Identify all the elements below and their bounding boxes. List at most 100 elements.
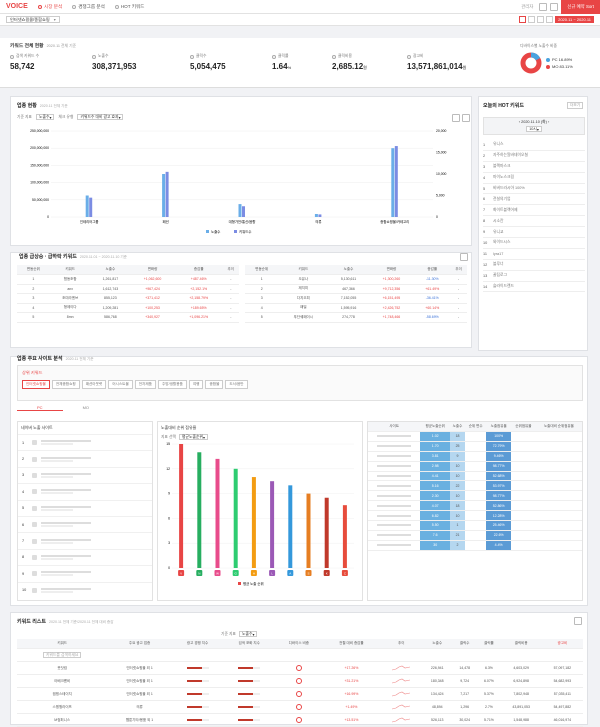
cell: 14,478 xyxy=(452,661,478,675)
table-row[interactable]: 6.82 10 12.28% xyxy=(368,510,582,522)
hot-keyword-item[interactable]: 14 슬라이드랜드 xyxy=(483,282,585,293)
site-row[interactable]: 8 xyxy=(18,548,152,565)
tab-competitor[interactable]: 경쟁그룹 분석 xyxy=(72,4,105,10)
site-category-tab[interactable]: 주방/생활용품 xyxy=(157,380,187,389)
site-row[interactable]: 1 xyxy=(18,434,152,450)
hot-keyword-item[interactable]: 12 블루너 xyxy=(483,260,585,271)
hot-keyword-item[interactable]: 7 화이트블랙어제 xyxy=(483,205,585,217)
hot-keyword-item[interactable]: 13 꿀팁로그 xyxy=(483,271,585,282)
table-row[interactable]: 2.30 10 98.77% xyxy=(368,490,582,502)
table-row[interactable]: 4.41 10 52.68% xyxy=(368,471,582,482)
download-icon[interactable] xyxy=(574,617,582,625)
table-row[interactable]: 4 형제이다 1,209,281 +100,253 +189.65% - xyxy=(17,303,239,313)
grid-icon[interactable] xyxy=(528,16,536,23)
col-header: 변화량 xyxy=(368,265,415,275)
category-select[interactable]: 인터넷쇼핑몰/종합쇼핑 ▾ xyxy=(6,16,60,23)
site-category-tab[interactable]: 패션아웃렛 xyxy=(81,380,107,389)
hot-keyword-item[interactable]: 9 유니교 xyxy=(483,227,585,239)
table-row[interactable]: 캠핑스테이지 인터넷쇼핑몰 외 1 +16.99% 134,424 7,217 5.37%… xyxy=(17,687,583,701)
table-row[interactable]: 1.02 18 100% xyxy=(368,431,582,442)
site-row[interactable]: 2 xyxy=(18,450,152,466)
site-row[interactable]: 9 xyxy=(18,565,152,581)
hot-more-button[interactable]: 더보기 xyxy=(567,102,583,109)
basis-select[interactable]: 노출수 ▾ xyxy=(36,114,55,120)
new-reservation-button[interactable]: 신규 예약 Sort xyxy=(561,0,600,14)
table-row[interactable]: 2 anx 1,612,743 +967,424 +2,152.1% - xyxy=(17,284,239,294)
type-select[interactable]: 키워드수 대비 광고 효과 ▾ xyxy=(77,114,124,120)
keyword-list-card: 키워드 리스트 2020.11 전체 기준/2020.11 전체 대비 증감 기준… xyxy=(10,612,588,727)
change-rate: +31.21% xyxy=(322,674,381,688)
site-category-tab[interactable]: 인터넷쇼핑몰 xyxy=(22,380,50,389)
site-category-tab[interactable]: 전체종합쇼핑 xyxy=(51,380,80,389)
download-icon[interactable] xyxy=(462,114,470,122)
hot-keyword-item[interactable]: 2 자주하는알바데이오칠 xyxy=(483,151,585,162)
kw-criteria-select[interactable]: 노출수 ▾ xyxy=(239,631,258,637)
download-icon[interactable] xyxy=(460,253,468,261)
hour-select[interactable]: 10시 ▾ xyxy=(526,126,542,132)
table-row[interactable]: 옷닷컴 인터넷쇼핑몰 외 1 +17.26% 226,941 14,478 6.3% 4,6… xyxy=(17,661,583,675)
hot-keyword-item[interactable]: 5 비버드라시아 100% xyxy=(483,184,585,195)
tab-hot-keyword[interactable]: HOT 키워드 xyxy=(114,4,144,10)
hot-keyword-item[interactable]: 1 유니스 xyxy=(483,140,585,151)
user-name[interactable]: 관리자 xyxy=(521,3,534,9)
calendar-icon[interactable] xyxy=(546,16,554,23)
table-row[interactable]: 1 협동조합 1,261,817 +1,062,600 +487.46% - xyxy=(17,274,239,285)
site-category-tab[interactable]: 어시스트몰 xyxy=(108,380,133,389)
criteria-select[interactable]: 평균노출순위 ▾ xyxy=(179,434,208,440)
table-row[interactable]: 스윙윙라이프 의류 +1.49% 48,894 1,296 2.7% 43,891,053 5… xyxy=(17,700,583,714)
site-category-tab[interactable]: 전자제품 xyxy=(134,380,156,389)
table-row[interactable]: 2 제지미 467,366 +9,712,356 +61.49% - xyxy=(245,284,467,294)
cell xyxy=(464,480,487,492)
table-row[interactable]: 4 패밀 1,595,916 +2,426,752 +60.14% - xyxy=(245,303,467,313)
compare-icon[interactable] xyxy=(519,16,527,23)
mail-icon[interactable] xyxy=(539,2,548,11)
table-row[interactable]: 1 오유나 5,130,611 +1,300,260 -11.30% - xyxy=(245,274,467,285)
site-row[interactable]: 10 xyxy=(18,581,152,598)
table-row[interactable]: 5 8mn 586,768 +340,927 +1,096.21% - xyxy=(17,312,239,323)
bell-icon[interactable] xyxy=(550,2,559,11)
table-row[interactable]: 3 조미라엔브 855,123 +371,412 +2,158.79% - xyxy=(17,293,239,304)
tab-market[interactable]: 시장 분석 xyxy=(38,4,62,10)
table-row[interactable]: 3.81 9 9.46% xyxy=(368,451,582,462)
hot-keyword-item[interactable]: 11 lyra17 xyxy=(483,249,585,260)
table-row[interactable]: 아베크롬비 인터넷쇼핑몰 외 1 +31.21% 180,348 9,724 6.07% 6… xyxy=(17,674,583,688)
tab-pc[interactable]: PC xyxy=(17,405,63,411)
table-row[interactable]: 7.6 21 22.6% xyxy=(368,530,582,541)
hot-keyword-item[interactable]: 3 블랙마스크 xyxy=(483,162,585,173)
cell: 7,152,055 xyxy=(328,293,369,304)
table-row[interactable]: 1.70 25 72.79% xyxy=(368,441,582,452)
cell: +1,748,466 xyxy=(368,312,415,323)
table-row[interactable]: 4.07 18 52.86% xyxy=(368,500,582,512)
hot-keyword-item[interactable]: 6 전설의기업 xyxy=(483,194,585,206)
table-row[interactable]: 2.98 10 98.77% xyxy=(368,461,582,472)
tab-mo[interactable]: MO xyxy=(82,405,90,410)
table-row[interactable]: 5.50 1 25.46% xyxy=(368,520,582,531)
site-row[interactable]: 4 xyxy=(18,483,152,499)
table-row[interactable]: 5 푸단쉐페이시 274,778 +1,748,466 -58.69% - xyxy=(245,312,467,323)
site-row[interactable]: 7 xyxy=(18,532,152,548)
x-tick: 의류 xyxy=(315,219,321,224)
cell: 5.16 xyxy=(420,480,451,492)
mobile-icon[interactable] xyxy=(537,16,545,23)
cell: 9.46% xyxy=(486,451,512,462)
table-view-icon[interactable] xyxy=(452,114,460,122)
hot-keyword-item[interactable]: 4 마이노스크림 xyxy=(483,173,585,184)
cell: 1.02 xyxy=(420,431,451,442)
trend-cell: - xyxy=(450,312,467,323)
next-icon[interactable]: › xyxy=(546,120,550,124)
site-category-tab[interactable]: 도서/음반 xyxy=(225,380,248,389)
hot-keyword-item[interactable]: 8 시소칸 xyxy=(483,216,585,228)
date-range-button[interactable]: 2020.11 ~ 2020.11 xyxy=(555,16,594,23)
site-row[interactable]: 3 xyxy=(18,466,152,483)
keyword-search-input[interactable]: 키워드를 검색하세요 xyxy=(42,652,82,658)
table-row[interactable]: 30 2 4.4% xyxy=(368,540,582,551)
site-category-tab[interactable]: 여행 xyxy=(188,380,204,389)
site-category-tab[interactable]: 종합몰 xyxy=(205,380,224,389)
prev-icon[interactable]: ‹ xyxy=(518,120,522,124)
hot-keyword-item[interactable]: 10 와이드시스 xyxy=(483,238,585,249)
site-row[interactable]: 5 xyxy=(18,499,152,516)
blurred-site xyxy=(41,587,91,593)
table-row[interactable]: 3 다지오피 7,152,055 +6,151,495 -36.41% - xyxy=(245,293,467,304)
table-row[interactable]: 5.16 22 53.97% xyxy=(368,480,582,492)
site-row[interactable]: 6 xyxy=(18,515,152,532)
